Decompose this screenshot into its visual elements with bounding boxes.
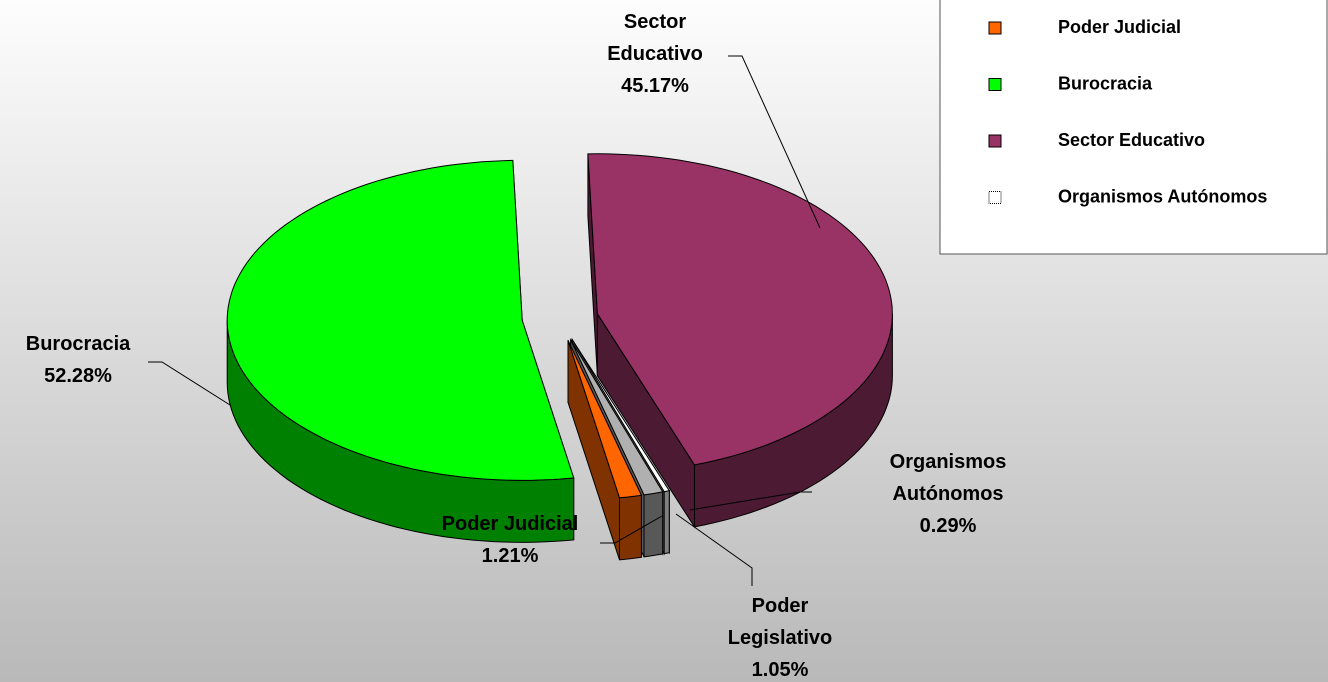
slice	[226, 159, 575, 481]
legend-swatch	[988, 191, 1002, 204]
slice-side	[619, 494, 642, 561]
legend-label: Sector Educativo	[1058, 130, 1205, 150]
legend-label: Poder Judicial	[1058, 17, 1181, 37]
label-name: Sector Educativo	[607, 11, 703, 65]
legend-box	[939, 0, 1328, 255]
legend-swatch	[988, 134, 1002, 148]
leader-line	[148, 361, 231, 406]
label-value: 45.17%	[621, 75, 689, 97]
legend-swatch	[988, 78, 1002, 91]
label-value: 52.28%	[44, 365, 112, 387]
data-label: Poder Legislativo 1.05%	[710, 590, 850, 682]
label-name: Organismos Autónomos	[889, 451, 1007, 505]
slice	[567, 340, 643, 499]
label-name: Poder Legislativo	[727, 595, 833, 649]
data-label: Poder Judicial 1.21%	[400, 508, 620, 572]
slice	[571, 339, 671, 493]
leader-line	[728, 55, 821, 229]
label-name: Burocracia	[25, 333, 131, 355]
label-value: 0.29%	[919, 515, 977, 537]
label-value: 1.05%	[751, 659, 809, 681]
leader-line	[689, 491, 812, 511]
legend-label: Organismos Autónomos	[1058, 186, 1267, 206]
label-name: Poder Judicial	[441, 513, 579, 535]
legend-swatch	[988, 21, 1002, 35]
legend-label: Burocracia	[1058, 73, 1153, 93]
leader-line	[675, 513, 753, 586]
label-value: 1.21%	[481, 545, 539, 567]
slice	[587, 153, 893, 466]
slice-side	[663, 490, 670, 555]
leader-line	[600, 515, 663, 544]
data-label: Organismos Autónomos 0.29%	[868, 446, 1028, 542]
data-label: Sector Educativo 45.17%	[590, 6, 720, 102]
slice	[570, 339, 664, 496]
data-label: Burocracia 52.28%	[0, 328, 158, 392]
